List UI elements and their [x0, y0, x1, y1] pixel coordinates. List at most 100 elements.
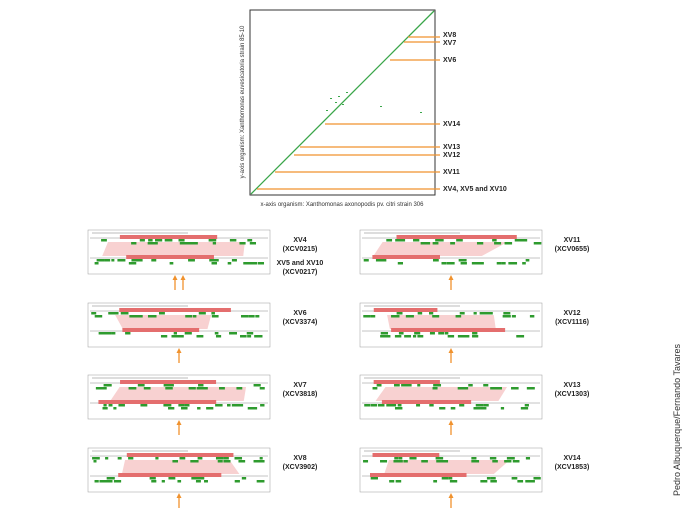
gene	[95, 387, 100, 390]
gene	[450, 242, 455, 245]
dot	[335, 102, 337, 103]
gene	[104, 332, 112, 335]
gene	[103, 384, 109, 387]
gene	[98, 332, 105, 335]
gene	[468, 384, 473, 387]
gene	[420, 242, 426, 245]
gene	[94, 262, 99, 265]
gene	[168, 477, 176, 480]
synteny-band	[102, 242, 245, 256]
gene	[412, 335, 417, 338]
marker-label: XV4, XV5 and XV10	[443, 186, 507, 193]
gene	[136, 259, 141, 262]
red-block	[118, 473, 222, 477]
gene	[432, 242, 439, 245]
gene	[128, 387, 135, 390]
gene	[529, 315, 535, 318]
gene	[494, 242, 501, 245]
gene	[506, 457, 515, 460]
panel-gene: (XCV3374)	[283, 319, 318, 326]
red-block	[120, 380, 217, 384]
gene	[256, 335, 263, 338]
gene	[229, 332, 238, 335]
gene	[429, 404, 434, 407]
gene	[139, 239, 145, 242]
arrow-head	[448, 348, 454, 353]
gene	[389, 480, 395, 483]
gene	[406, 315, 414, 318]
gene	[212, 242, 217, 245]
gene	[227, 262, 232, 265]
gene	[93, 460, 97, 463]
gene	[118, 404, 125, 407]
gene	[483, 384, 489, 387]
marker-label: XV12	[443, 152, 460, 159]
panel: XV13 (XCV1303)	[359, 374, 589, 435]
marker-label: XV6	[443, 57, 456, 64]
gene	[388, 404, 396, 407]
gene	[493, 387, 497, 390]
gene	[421, 460, 428, 463]
gene	[108, 312, 115, 315]
gene	[524, 404, 529, 407]
gene	[372, 387, 378, 390]
gene	[143, 387, 151, 390]
gene	[517, 335, 524, 338]
gene	[444, 332, 449, 335]
gene	[94, 315, 103, 318]
gene	[525, 259, 530, 262]
gene	[253, 460, 260, 463]
gene	[103, 404, 107, 407]
gene	[462, 335, 470, 338]
gene	[163, 384, 169, 387]
gene	[196, 387, 204, 390]
gene	[451, 407, 456, 410]
gene	[137, 315, 143, 318]
gene	[259, 457, 263, 460]
dotplot-diagonal	[250, 10, 435, 195]
gene	[401, 384, 408, 387]
gene	[520, 239, 528, 242]
panel-label: XV11	[564, 237, 581, 244]
red-block	[372, 453, 440, 457]
marker-label: XV14	[443, 121, 460, 128]
red-block	[391, 328, 506, 332]
gene	[113, 407, 117, 410]
gene	[533, 477, 541, 480]
gene	[520, 407, 528, 410]
gene	[472, 332, 478, 335]
gene	[398, 457, 403, 460]
gene	[391, 315, 398, 318]
arrow-head	[176, 348, 182, 353]
gene	[429, 332, 435, 335]
gene	[489, 457, 497, 460]
gene	[171, 335, 179, 338]
gene	[101, 239, 107, 242]
gene	[179, 239, 185, 242]
red-block	[126, 255, 214, 259]
gene	[514, 239, 519, 242]
gene	[197, 477, 204, 480]
gene	[179, 457, 185, 460]
gene	[186, 242, 195, 245]
gene	[473, 407, 481, 410]
red-block	[98, 400, 217, 404]
gene	[160, 335, 168, 338]
gene	[441, 262, 447, 265]
gene	[504, 460, 512, 463]
gene	[206, 407, 214, 410]
gene	[485, 312, 493, 315]
gene	[248, 315, 255, 318]
gene	[102, 407, 108, 410]
gene	[229, 332, 233, 335]
synteny-band	[121, 460, 240, 474]
arrow-head	[448, 275, 454, 280]
gene	[165, 387, 173, 390]
gene	[433, 384, 442, 387]
gene	[460, 262, 467, 265]
red-block	[119, 235, 218, 239]
gene	[204, 480, 208, 483]
gene	[380, 332, 389, 335]
gene	[511, 315, 516, 318]
